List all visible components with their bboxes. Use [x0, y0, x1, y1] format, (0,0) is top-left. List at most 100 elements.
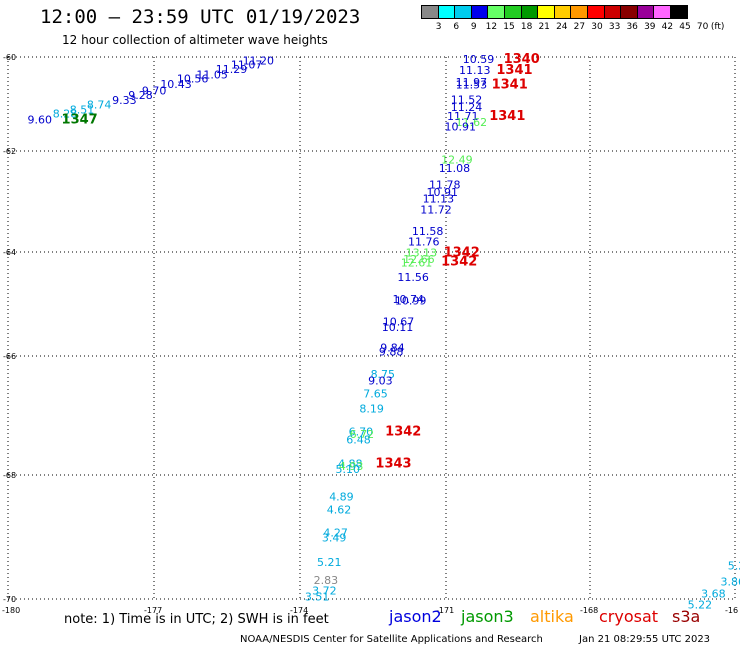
wave-height-label: 8.74 — [87, 98, 112, 111]
legend-label: 24 — [556, 22, 568, 32]
satellite-name: cryosat — [599, 607, 659, 626]
legend-label: 18 — [520, 22, 533, 32]
wave-height-label: 11.58 — [412, 225, 444, 238]
wave-height-label: 11.62 — [456, 116, 488, 129]
wave-height-label: 3.68 — [701, 587, 726, 600]
wave-height-label: 11.52 — [451, 93, 483, 106]
wave-height-label: 11.71 — [447, 110, 479, 123]
map-subtitle: 12 hour collection of altimeter wave hei… — [62, 33, 328, 47]
legend-label: 45 — [679, 22, 691, 32]
wave-height-label: 13.13 — [406, 247, 438, 260]
wave-height-label: 4.27 — [323, 527, 348, 540]
legend-label: 15 — [503, 22, 515, 32]
legend-swatch — [669, 5, 688, 19]
wave-height-label: 9.84 — [380, 342, 405, 355]
legend-label: 39 — [644, 22, 656, 32]
wave-height-label: 7.65 — [363, 387, 388, 400]
wave-height-label: 4.93 — [339, 460, 364, 473]
wave-height-label: 3.51 — [305, 591, 330, 604]
legend-label: 42 — [661, 22, 674, 32]
pass-time-label: 1342 — [385, 425, 421, 440]
lat-axis-label: -64 — [3, 248, 16, 257]
wave-height-label: 9.70 — [142, 84, 167, 97]
footer-note: note: 1) Time is in UTC; 2) SWH is in fe… — [64, 612, 329, 627]
wave-height-label: 9.28 — [128, 89, 153, 102]
wave-height-label: 10.67 — [383, 316, 415, 329]
wave-height-label: 10.59 — [463, 53, 495, 66]
pass-time-label: 1341 — [489, 109, 525, 124]
credit-text: NOAA/NESDIS Center for Satellite Applica… — [240, 634, 543, 645]
lat-axis-label: -66 — [3, 352, 16, 361]
wave-height-label: 11.20 — [243, 54, 275, 67]
wave-height-label: 9.03 — [368, 374, 393, 387]
wave-height-label: 6.48 — [346, 433, 371, 446]
lon-axis-label: -168 — [580, 606, 598, 615]
wave-height-label: 10.91 — [427, 186, 459, 199]
pass-time-label: 1341 — [496, 63, 532, 78]
lon-axis-label: -171 — [436, 606, 454, 615]
pass-time-label: 1341 — [492, 77, 528, 92]
wave-height-label: 11.76 — [408, 235, 440, 248]
wave-height-label: 8.19 — [359, 402, 384, 415]
timestamp-text: Jan 21 08:29:55 UTC 2023 — [579, 634, 711, 645]
wave-height-label: 9.60 — [27, 114, 52, 127]
pass-time-label: 1343 — [375, 457, 411, 472]
wave-height-label: 5.10 — [336, 463, 361, 476]
wave-height-label: 6.70 — [349, 426, 374, 439]
lat-axis-label: -60 — [3, 53, 16, 62]
wave-height-label: 11.53 — [456, 79, 488, 92]
wave-height-label: 11.08 — [439, 162, 471, 175]
legend-label: 30 — [591, 22, 603, 32]
wave-height-label: 12.66 — [403, 253, 435, 266]
wave-height-label: 10.99 — [395, 294, 427, 307]
legend-label: 9 — [470, 22, 477, 32]
wave-height-label: 9.33 — [112, 94, 137, 107]
wave-height-label: 8.28 — [53, 107, 77, 120]
map-title: 12:00 – 23:59 UTC 01/19/2023 — [40, 6, 361, 28]
wave-height-label: 10.43 — [160, 78, 192, 91]
wave-height-label: 8.51 — [70, 104, 95, 117]
lon-axis-label: -16 — [725, 606, 738, 615]
wave-height-label: 6.72 — [350, 428, 375, 441]
wave-height-label: 3.49 — [322, 532, 347, 545]
wave-height-label: 2.83 — [314, 574, 339, 587]
wave-height-label: 11.72 — [420, 204, 452, 217]
wave-height-label: 10.56 — [177, 73, 209, 86]
lat-axis-label: -70 — [3, 595, 16, 604]
legend-label: 33 — [608, 22, 621, 32]
wave-height-label: 11.13 — [423, 192, 455, 205]
wave-height-label: 11.13 — [459, 64, 491, 77]
legend-label: 12 — [485, 22, 498, 32]
satellite-name: altika — [530, 607, 574, 626]
pass-time-label: 1342 — [441, 254, 477, 269]
pass-time-label: 1340 — [504, 52, 540, 67]
wave-height-label: 9.88 — [379, 345, 404, 358]
wave-height-label: 12.49 — [441, 154, 473, 167]
wave-height-label: 5.2 — [728, 560, 740, 573]
satellite-name: s3a — [672, 607, 701, 626]
wave-height-label: 11.97 — [456, 76, 488, 89]
pass-time-label: 1342 — [444, 246, 480, 261]
lon-axis-label: -180 — [2, 606, 20, 615]
wave-height-label: 4.89 — [329, 491, 354, 504]
wave-height-label: 10.91 — [445, 121, 477, 134]
pass-time-label: 1347 — [62, 113, 98, 128]
legend-unit: (ft) — [710, 22, 725, 32]
legend-label: 6 — [453, 22, 460, 32]
legend-label: 3 — [435, 22, 442, 32]
legend-label: 21 — [538, 22, 550, 32]
legend-label: 36 — [626, 22, 638, 32]
satellite-name: jason2 — [389, 607, 442, 626]
wave-height-label: 3.72 — [312, 584, 337, 597]
lon-axis-label: -177 — [144, 606, 162, 615]
wave-height-label: 8.75 — [371, 368, 396, 381]
wave-height-label: 11.24 — [451, 101, 483, 114]
wave-height-label: 11.05 — [196, 68, 228, 81]
wave-height-label: 11.78 — [429, 178, 461, 191]
color-legend — [421, 5, 688, 19]
legend-label: 70 — [696, 22, 709, 32]
wave-height-label: 12.61 — [401, 256, 433, 269]
wave-height-label: 5.22 — [688, 599, 713, 612]
satellite-name: jason3 — [461, 607, 514, 626]
